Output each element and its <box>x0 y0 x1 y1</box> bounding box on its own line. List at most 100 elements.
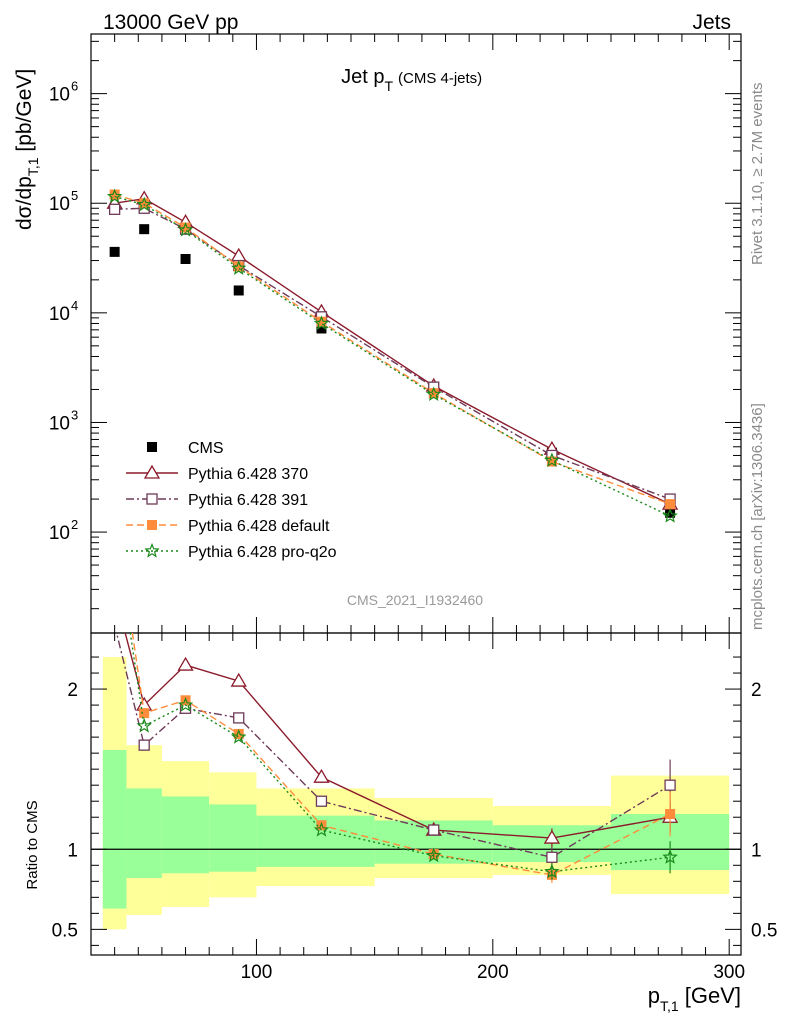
y-tick-label-main: 10 <box>49 85 70 106</box>
data-point-ratio <box>177 696 194 712</box>
data-point-main <box>662 507 678 523</box>
y-tick-label-main: 10 <box>49 304 70 325</box>
data-point-main <box>233 285 244 296</box>
data-point-ratio <box>546 851 558 863</box>
chart-subtitle: (CMS 4-jets) <box>398 70 482 87</box>
legend-entry-0: CMS <box>147 440 224 457</box>
legend-marker <box>146 493 158 505</box>
y-tick-label-main: 10 <box>49 194 70 215</box>
y-tick-label-exponent: 2 <box>71 517 78 532</box>
ratio-uncertainty-bands <box>102 657 730 930</box>
series-ratio-4 <box>109 522 678 880</box>
data-point-ratio <box>664 779 676 791</box>
y-tick-label-exponent: 3 <box>71 407 78 422</box>
y-tick-label-ratio: 0.5 <box>52 920 78 941</box>
band-inner-4 <box>256 815 375 867</box>
rivet-label: Rivet 3.1.10, ≥ 2.7M events <box>749 83 766 266</box>
data-point-ratio <box>139 708 150 719</box>
data-point-ratio <box>425 847 442 863</box>
data-point-ratio <box>108 586 122 598</box>
y-tick-label-exponent: 5 <box>71 188 78 203</box>
y-tick-label-exponent: 4 <box>71 298 78 313</box>
series-layer <box>106 188 679 883</box>
mcplots-label: mcplots.cern.ch [arXiv:1306.3436] <box>749 403 766 630</box>
data-point-main <box>139 198 150 209</box>
data-point-ratio <box>110 508 120 518</box>
series-main-1 <box>106 190 679 510</box>
band-inner-0 <box>102 749 127 909</box>
data-point-ratio <box>665 809 676 820</box>
data-point-ratio <box>233 712 245 724</box>
series-line-ratio <box>115 633 671 859</box>
ratio-frame-border <box>90 632 742 956</box>
data-point-main <box>233 261 244 272</box>
legend-marker <box>143 464 161 479</box>
data-point-ratio <box>233 728 244 739</box>
series-line-ratio <box>131 633 671 876</box>
data-point-ratio <box>136 717 153 733</box>
y-tick-label-main: 10 <box>49 413 70 434</box>
data-point-ratio <box>543 829 561 844</box>
x-tick-label: 200 <box>477 962 509 983</box>
x-tick-label: 300 <box>713 962 745 983</box>
header-left: 13000 GeV pp <box>103 11 238 34</box>
x-axis-label: pT,1 [GeV] <box>648 983 741 1014</box>
y-tick-label-ratio-right: 0.5 <box>751 920 777 941</box>
series-main-4 <box>106 188 678 523</box>
data-point-main <box>109 189 120 200</box>
data-point-main <box>230 247 247 262</box>
series-line-ratio <box>124 633 671 839</box>
data-point-main <box>665 507 676 518</box>
legend: CMS Pythia 6.428 370 Pythia 6.428 391 Pythi… <box>126 440 337 561</box>
data-point-ratio <box>313 821 330 837</box>
legend-label: Pythia 6.428 370 <box>188 466 308 483</box>
y-tick-label-main: 10 <box>49 523 70 544</box>
legend-entry-4: Pythia 6.428 pro-q2o <box>126 542 337 561</box>
data-point-ratio <box>138 739 150 751</box>
y-tick-label-ratio-right: 1 <box>751 840 762 861</box>
series-main-3 <box>109 189 676 510</box>
legend-label: Pythia 6.428 default <box>188 518 330 535</box>
legend-marker <box>147 520 157 530</box>
data-point-main <box>425 386 442 402</box>
ratio-panel: 100 200 300 0.5 0.5 1 1 2 2 <box>52 632 777 983</box>
data-point-main <box>546 456 557 467</box>
band-inner-2 <box>161 796 210 874</box>
data-point-main <box>544 452 560 468</box>
y-tick-label-ratio: 2 <box>67 680 78 701</box>
data-point-ratio <box>315 795 328 807</box>
y-axis-label-main: dσ/dpT,1 [pb/GeV] <box>13 69 41 230</box>
data-point-main <box>180 222 191 233</box>
band-inner-1 <box>126 788 162 879</box>
data-point-main <box>316 316 327 327</box>
data-point-main <box>136 196 152 212</box>
data-point-ratio <box>230 672 247 687</box>
data-point-ratio <box>109 522 121 534</box>
data-point-ratio <box>230 728 247 744</box>
data-point-main <box>428 388 439 399</box>
series-main-2 <box>108 202 676 505</box>
legend-entry-1: Pythia 6.428 370 <box>126 464 308 483</box>
chart-title: Jet pT <box>341 66 393 94</box>
data-point-main <box>108 203 121 215</box>
data-point-main <box>109 246 120 257</box>
legend-entry-2: Pythia 6.428 391 <box>126 492 308 509</box>
data-point-main <box>139 224 150 235</box>
legend-label: CMS <box>188 440 224 457</box>
y-tick-label-ratio: 1 <box>67 840 78 861</box>
data-point-main <box>665 499 676 510</box>
y-axis-label-ratio: Ratio to CMS <box>24 800 41 889</box>
legend-marker <box>144 542 160 558</box>
y-tick-label-exponent: 6 <box>71 79 78 94</box>
watermark: CMS_2021_I1932460 <box>347 592 483 608</box>
header-right: Jets <box>692 11 731 34</box>
y-tick-label-ratio-right: 2 <box>751 680 762 701</box>
data-point-main <box>177 221 194 237</box>
legend-entry-3: Pythia 6.428 default <box>126 518 330 535</box>
data-point-ratio <box>313 768 330 783</box>
band-inner-3 <box>209 804 257 872</box>
data-point-main <box>106 188 123 204</box>
data-point-ratio <box>177 656 194 671</box>
series-line-main <box>114 197 671 505</box>
